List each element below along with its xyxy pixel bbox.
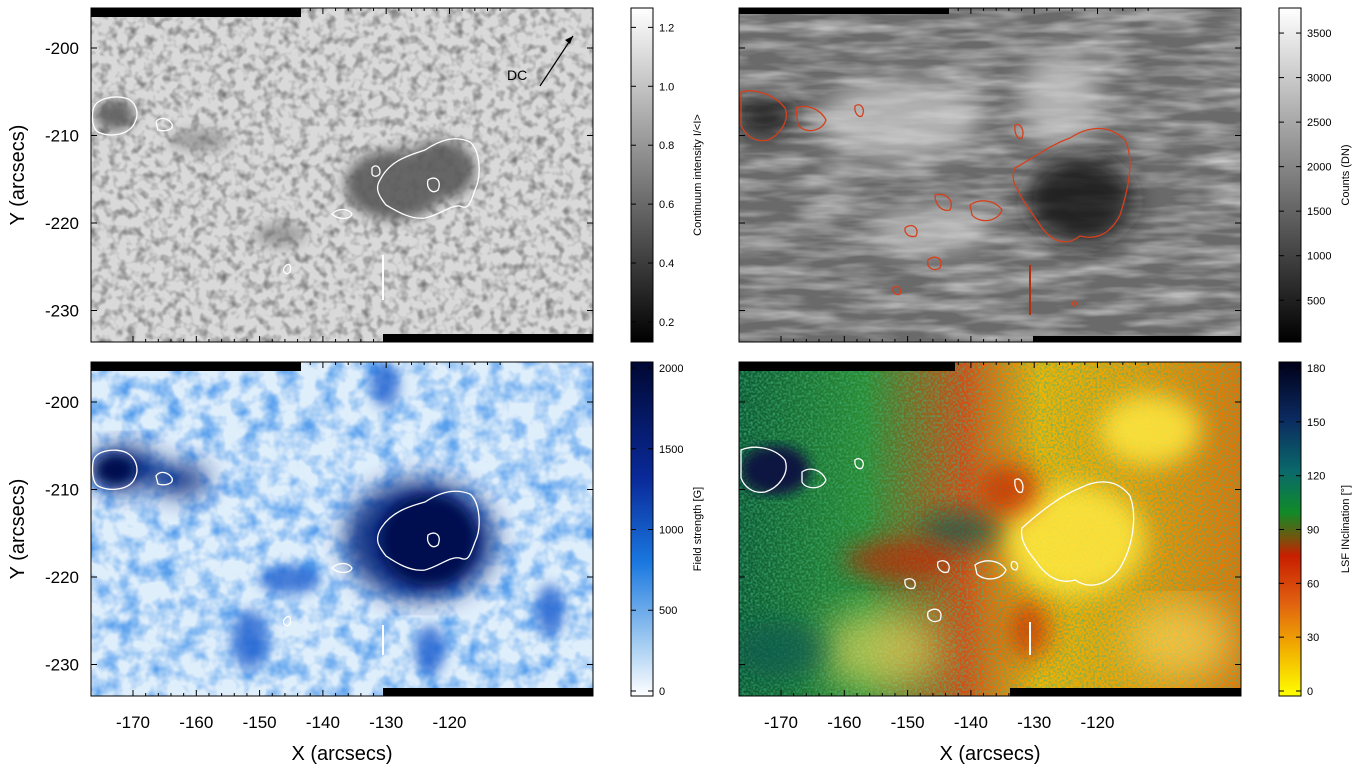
colorbar-title: LSF INclination [°] [1340,485,1352,573]
x-axis-title: X (arcsecs) [939,743,1040,765]
y-tick-label: -210 [45,127,79,146]
colorbar-tick-label: 1000 [1307,251,1331,263]
panel-field-strength [90,362,593,696]
x-tick-label: -160 [827,713,861,732]
y-axis-title: Y (arcsecs) [7,125,29,226]
x-tick-label: -130 [369,713,403,732]
x-tick-label: -140 [954,713,988,732]
colorbar-tick-label: 90 [1307,525,1319,537]
colorbar-tick-label: 2500 [1307,117,1331,129]
colorbar-tick-label: 150 [1307,417,1325,429]
colorbar-tick-label: 1500 [1307,206,1331,218]
colorbar-field-strength [631,362,653,696]
colorbar-tick-label: 0.6 [659,199,674,211]
colorbar-tick-label: 500 [1307,295,1325,307]
x-tick-label: -150 [243,713,277,732]
colorbar-tick-label: 1.0 [659,81,674,93]
x-tick-label: -140 [306,713,340,732]
colorbar-tick-label: 0 [659,686,665,698]
colorbar-tick-label: 180 [1307,363,1325,375]
colorbar-continuum [631,8,653,342]
x-tick-label: -120 [1080,713,1114,732]
colorbar-tick-label: 0 [1307,686,1313,698]
colorbar-inclination [1279,362,1301,696]
x-tick-label: -120 [432,713,466,732]
colorbar-title: Continuum intensity I/<I> [692,114,704,236]
colorbar-tick-label: 0.2 [659,317,674,329]
colorbar-tick-label: 1500 [659,444,683,456]
colorbar-tick-label: 500 [659,605,677,617]
colorbar-title: Field strength [G] [692,487,704,571]
y-tick-label: -230 [45,656,79,675]
y-axis-title: Y (arcsecs) [7,479,29,580]
colorbar-tick-label: 120 [1307,471,1325,483]
x-tick-label: -150 [891,713,925,732]
colorbar-tick-label: 3000 [1307,73,1331,85]
dc-label: DC [507,67,527,83]
x-tick-label: -130 [1017,713,1051,732]
y-tick-label: -200 [45,39,79,58]
colorbar-tick-label: 1.2 [659,22,674,34]
x-axis-title: X (arcsecs) [291,743,392,765]
x-tick-label: -170 [116,713,150,732]
y-tick-label: -230 [45,302,79,321]
colorbar-title: Counts (DN) [1340,144,1352,205]
y-tick-label: -200 [45,393,79,412]
y-tick-label: -210 [45,481,79,500]
colorbar-tick-label: 2000 [659,363,683,375]
y-tick-label: -220 [45,214,79,233]
colorbar-tick-label: 1000 [659,525,683,537]
x-tick-label: -170 [764,713,798,732]
colorbar-tick-label: 60 [1307,578,1319,590]
colorbar-tick-label: 2000 [1307,162,1331,174]
colorbar-tick-label: 30 [1307,632,1319,644]
colorbar-tick-label: 0.8 [659,140,674,152]
colorbar-tick-label: 3500 [1307,28,1331,40]
y-tick-label: -220 [45,568,79,587]
colorbar-tick-label: 0.4 [659,258,674,270]
x-tick-label: -160 [179,713,213,732]
panel-continuum [91,8,593,342]
colorbar-counts [1279,8,1301,342]
panel-inclination [735,362,1241,696]
panel-counts [735,8,1241,342]
